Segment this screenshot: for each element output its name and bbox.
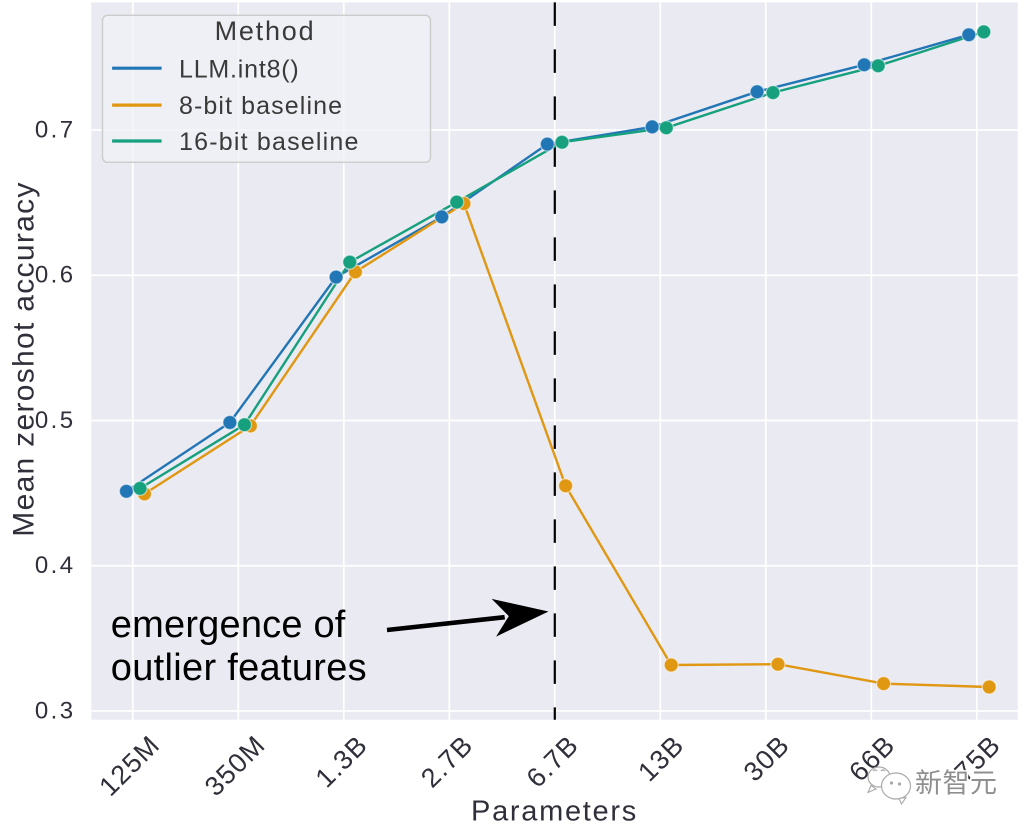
svg-text:新智元: 新智元	[915, 769, 998, 799]
svg-text:Method: Method	[215, 16, 316, 46]
svg-text:16-bit baseline: 16-bit baseline	[179, 128, 360, 156]
svg-text:0.7: 0.7	[35, 117, 76, 144]
svg-text:Mean zeroshot accuracy: Mean zeroshot accuracy	[8, 181, 41, 536]
svg-text:0.4: 0.4	[35, 552, 76, 579]
svg-text:0.3: 0.3	[35, 698, 76, 725]
svg-text:8-bit baseline: 8-bit baseline	[179, 92, 343, 120]
svg-text:0.6: 0.6	[35, 262, 76, 289]
svg-text:Parameters: Parameters	[471, 796, 638, 828]
svg-text:0.5: 0.5	[35, 407, 76, 434]
svg-text:emergence of: emergence of	[111, 604, 346, 646]
svg-text:新智元: 新智元	[915, 769, 998, 799]
svg-text:LLM.int8(): LLM.int8()	[179, 56, 300, 84]
svg-text:outlier features: outlier features	[111, 647, 367, 689]
